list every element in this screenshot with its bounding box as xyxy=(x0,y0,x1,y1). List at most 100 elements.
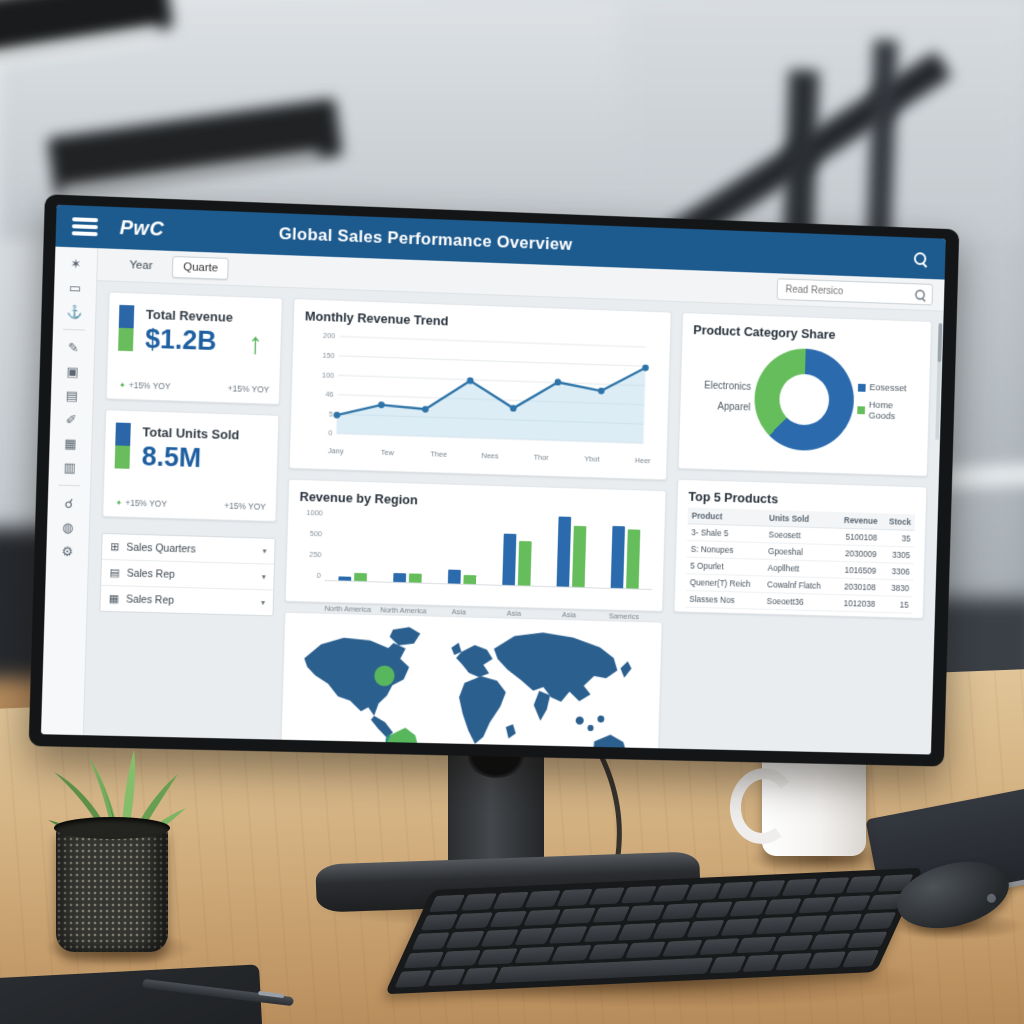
pen-icon[interactable]: ✎ xyxy=(67,340,80,356)
keyboard-key xyxy=(729,899,768,917)
stamp-icon[interactable]: ▦ xyxy=(64,435,77,452)
sparkle-icon[interactable]: ✶ xyxy=(70,256,82,272)
keyboard-key xyxy=(480,929,519,947)
pencil-icon[interactable]: ✐ xyxy=(65,411,77,428)
keyboard-key xyxy=(857,912,897,930)
keyboard-key xyxy=(741,954,780,973)
pwc-logo: PwC xyxy=(119,216,165,241)
kpi-accent xyxy=(118,304,135,352)
table-cell: Aopllhett xyxy=(763,559,834,578)
keyboard-key xyxy=(454,911,494,930)
donut-side-labels: Electronics Apparel xyxy=(691,380,751,414)
monthly-revenue-trend-card: Monthly Revenue Trend 200 150 100 46 5 0 Jany T… xyxy=(288,298,672,481)
bar-group-asia xyxy=(502,514,532,586)
tab-quarter[interactable]: Quarte xyxy=(172,255,230,280)
keyboard-key xyxy=(591,905,631,923)
search-input[interactable] xyxy=(783,282,915,301)
revenue-by-region-card: Revenue by Region 1000 500 250 0 North Ameri… xyxy=(284,478,667,621)
keyboard-key xyxy=(583,924,622,943)
keyboard-key xyxy=(717,881,754,899)
table-cell: 3306 xyxy=(879,562,914,581)
id-card-icon[interactable]: ▥ xyxy=(63,459,77,476)
table-cell: 1012038 xyxy=(831,594,880,613)
table-cell: 15 xyxy=(878,595,913,614)
map-us-east-marker xyxy=(373,665,395,687)
kpi-change-right: +15% YOY xyxy=(227,383,270,395)
map-asia xyxy=(492,631,619,704)
bar xyxy=(572,525,587,588)
keyboard-key xyxy=(460,893,498,911)
table-cell: 1016509 xyxy=(832,561,881,580)
table-cell: 35 xyxy=(880,529,915,548)
keyboard-key xyxy=(775,953,813,971)
legend-label: Home Goods xyxy=(868,399,896,423)
kpi-card-total-revenue: Total Revenue $1.2B ↑ ✦ +15% YOY +15% YOY xyxy=(105,291,283,405)
key-icon[interactable]: ☌ xyxy=(64,495,74,512)
menu-icon[interactable] xyxy=(71,217,99,237)
keyboard-key xyxy=(661,939,703,958)
keyboard-key xyxy=(427,968,466,987)
kpi-title: Total Units Sold xyxy=(142,424,240,443)
legend-item: Home Goods xyxy=(857,399,918,422)
table-cell: Cowalnf Flatch xyxy=(763,575,833,595)
keyboard-key xyxy=(621,885,658,904)
keyboard-key xyxy=(797,896,837,914)
table-cell: Soeoett36 xyxy=(762,592,833,612)
bullet-icon: ✦ xyxy=(115,498,123,508)
search-icon[interactable] xyxy=(913,251,928,268)
table-cell: Slasses Nos xyxy=(685,590,764,610)
keyboard-key xyxy=(587,942,630,961)
chart-title: Product Category Share xyxy=(693,322,836,342)
keyboard-key xyxy=(523,908,562,927)
keyboard-key xyxy=(651,921,691,939)
map-central-america xyxy=(370,715,394,738)
svg-text:Jany: Jany xyxy=(328,446,344,455)
keyboard-key xyxy=(772,934,814,953)
column-header: Revenue xyxy=(834,511,882,530)
kpi-accent xyxy=(114,422,131,469)
keyboard-key xyxy=(488,910,528,928)
picture-icon[interactable]: ▣ xyxy=(66,363,79,380)
report-search xyxy=(776,278,934,306)
chart-title: Top 5 Products xyxy=(688,488,779,507)
keyboard-key xyxy=(514,927,554,946)
anchor-icon[interactable]: ⚓ xyxy=(66,303,83,320)
table-cell: 5100108 xyxy=(833,528,882,547)
chevron-down-icon: ▾ xyxy=(260,598,266,608)
image-card-icon[interactable]: ▭ xyxy=(68,280,82,296)
settings-icon[interactable]: ⚙ xyxy=(61,543,74,560)
legend-swatch xyxy=(857,406,866,415)
keyboard-key xyxy=(557,907,597,925)
keyboard-key xyxy=(550,944,593,963)
bar-group-north-america xyxy=(337,509,368,582)
kpi-change-left: ✦ +15% YOY xyxy=(115,497,168,509)
tab-year[interactable]: Year xyxy=(129,259,153,273)
bar xyxy=(447,569,461,584)
legend-label: Eosesset xyxy=(869,382,907,395)
keyboard-key xyxy=(476,947,519,966)
monitor: PwC Global Sales Performance Overview ✶ ▭… xyxy=(28,194,960,767)
search-input-icon[interactable] xyxy=(914,289,926,302)
svg-text:Thor: Thor xyxy=(534,453,550,462)
map-north-america xyxy=(302,636,410,717)
keyboard-key xyxy=(720,918,760,936)
table-cell: 2030108 xyxy=(832,577,880,596)
briefcase-icon[interactable]: ▤ xyxy=(65,387,79,404)
keyboard-key xyxy=(735,936,777,954)
bar xyxy=(463,574,477,585)
filter-list: ⊞ Sales Quarters ▾ ▤ Sales Rep ▾ ▦ Sales Rep ▾ xyxy=(99,532,276,617)
content-scrollbar[interactable] xyxy=(935,323,943,441)
legend-item: Eosesset xyxy=(857,382,919,395)
keyboard-key xyxy=(686,919,725,938)
svg-text:200: 200 xyxy=(323,331,336,340)
mouse-logo xyxy=(985,892,997,904)
svg-text:Heer: Heer xyxy=(635,456,651,465)
dashboard-screen: PwC Global Sales Performance Overview ✶ ▭… xyxy=(40,204,946,755)
keyboard-key xyxy=(513,946,556,964)
svg-text:150: 150 xyxy=(322,351,335,360)
globe-icon[interactable]: ◍ xyxy=(62,519,74,536)
map-greenland xyxy=(389,626,421,646)
filter-dropdown-sales-rep[interactable]: ▦ Sales Rep ▾ xyxy=(100,586,273,616)
map-europe xyxy=(455,644,494,678)
